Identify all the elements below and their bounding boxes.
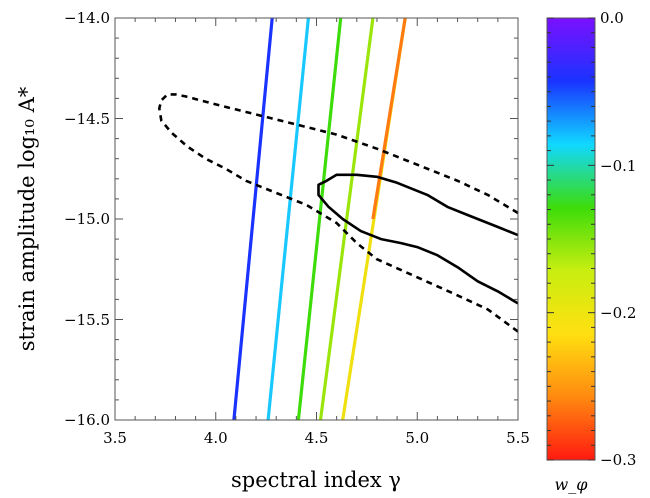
- plot-lines: [158, 18, 518, 420]
- x-tick-label: 5.5: [506, 429, 530, 447]
- axis-ticks: [114, 17, 519, 421]
- x-tick-label: 5.0: [405, 429, 429, 447]
- contour-solid: [317, 173, 518, 305]
- series-line-5: [371, 18, 407, 220]
- colorbar-title: w_φ: [555, 475, 589, 494]
- x-tick-label: 4.0: [204, 429, 228, 447]
- series-line-0: [232, 18, 274, 420]
- plot-frame: [114, 17, 519, 421]
- x-axis-title: spectral index γ: [231, 468, 401, 492]
- colorbar-tick-label: −0.3: [600, 451, 636, 469]
- series-line-2: [296, 18, 343, 420]
- series-line-3: [318, 18, 375, 420]
- colorbar-tick-label: −0.2: [600, 304, 636, 322]
- y-tick-label: −15.5: [64, 311, 110, 329]
- colorbar: [546, 17, 596, 461]
- series-line-1: [266, 18, 310, 420]
- contour-dashed: [158, 93, 518, 333]
- x-tick-label: 4.5: [305, 429, 329, 447]
- y-tick-label: −14.5: [64, 110, 110, 128]
- colorbar-tick-label: −0.1: [600, 157, 636, 175]
- colorbar-ticks: [547, 17, 595, 461]
- y-tick-label: −14.0: [64, 9, 110, 27]
- colorbar-tick-label: 0.0: [600, 9, 624, 27]
- y-tick-label: −16.0: [64, 411, 110, 429]
- x-tick-label: 3.5: [103, 429, 127, 447]
- y-tick-label: −15.0: [64, 210, 110, 228]
- y-axis-title: strain amplitude log₁₀ A*: [15, 86, 39, 351]
